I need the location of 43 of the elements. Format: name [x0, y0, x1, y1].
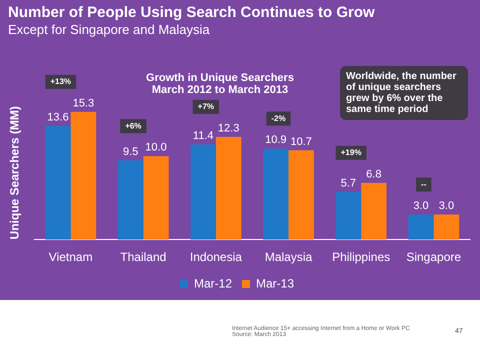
bar: [118, 160, 144, 240]
x-tick-label: Thailand: [120, 250, 166, 264]
annotation: +6%: [125, 121, 142, 130]
data-label: 3.0: [438, 200, 454, 212]
annotation: +19%: [340, 148, 362, 158]
text: +13%: [50, 77, 72, 86]
bar: [288, 150, 314, 240]
x-tick-label: Singapore: [406, 250, 462, 264]
annotation: Worldwide, the number of unique searchers grew by 6% over the same time period: [340, 66, 468, 120]
bar: [336, 192, 362, 240]
data-label: 10.0: [145, 142, 167, 154]
x-tick-label: Indonesia: [190, 250, 242, 264]
y-axis-title: Unique Searchers (MM): [8, 106, 22, 240]
text: +7%: [198, 102, 214, 112]
bar: [361, 182, 387, 240]
data-label: 5.7: [340, 178, 356, 190]
bar: [408, 214, 434, 240]
legend-label: Mar-13: [256, 276, 294, 290]
data-label: 13.6: [47, 112, 69, 124]
data-label: 6.8: [366, 168, 382, 180]
data-label: 11.4: [192, 130, 214, 142]
bar: [216, 136, 242, 240]
annotation: --: [421, 180, 427, 189]
bar: [70, 112, 96, 240]
data-label: 10.9: [265, 134, 287, 146]
x-tick-label: Malaysia: [264, 250, 312, 264]
bar: [434, 214, 460, 240]
bar: [263, 148, 288, 240]
data-label: 12.3: [218, 122, 240, 134]
data-label: 15.3: [72, 97, 94, 110]
data-label: 9.5: [122, 146, 138, 158]
text: Growth in Unique Searchers March 2012 to March 2013: [145, 72, 295, 96]
chart-title: Number of People Using Search Continues to Grow: [8, 4, 375, 21]
bar: [190, 144, 216, 240]
bar: [45, 126, 71, 240]
chart-subtitle: Except for Singapore and Malaysia: [8, 22, 210, 37]
x-tick-label: Vietnam: [48, 250, 93, 264]
data-label: 10.7: [290, 136, 312, 148]
bar: [143, 156, 169, 240]
annotation: -2%: [271, 114, 286, 123]
legend-label: Mar-12: [194, 276, 232, 290]
data-label: 3.0: [413, 200, 429, 212]
x-tick-label: Philippines: [332, 250, 390, 264]
